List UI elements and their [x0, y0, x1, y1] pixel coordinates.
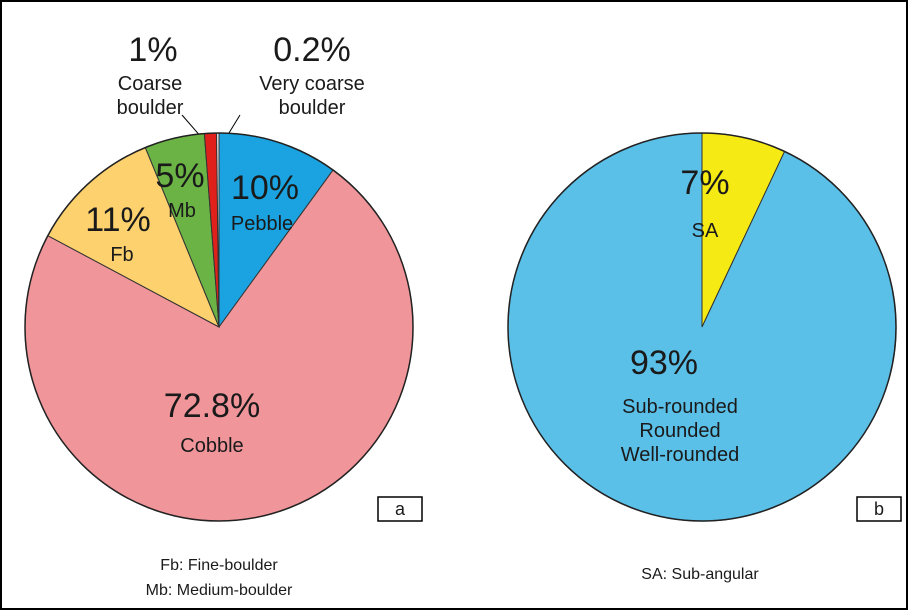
value-label: 5%	[155, 157, 204, 195]
category-label: Mb	[168, 200, 196, 222]
value-label: 72.8%	[164, 387, 260, 425]
pie-outline	[24, 132, 414, 522]
value-label: 0.2%	[273, 31, 351, 69]
category-label: Fb	[110, 244, 133, 266]
category-label: Very coarse boulder	[259, 73, 365, 119]
note: Mb: Medium-boulder	[146, 582, 293, 599]
category-label: Sub-rounded Rounded Well-rounded	[621, 396, 740, 466]
value-label: 1%	[128, 31, 177, 69]
category-label: Pebble	[231, 213, 293, 235]
category-label: Coarse boulder	[117, 73, 184, 119]
value-label: 10%	[231, 169, 299, 207]
panel-label: a	[395, 499, 406, 519]
note: Fb: Fine-boulder	[160, 557, 278, 574]
note: SA: Sub-angular	[641, 566, 759, 583]
panel-box	[856, 496, 902, 522]
panel-label: b	[874, 499, 884, 519]
category-label: SA	[692, 220, 719, 242]
value-label: 93%	[630, 344, 698, 382]
category-label: Cobble	[180, 435, 243, 457]
panel-box	[377, 496, 423, 522]
value-label: 11%	[85, 201, 151, 239]
value-label: 7%	[680, 164, 729, 202]
pie-outline	[507, 132, 897, 522]
